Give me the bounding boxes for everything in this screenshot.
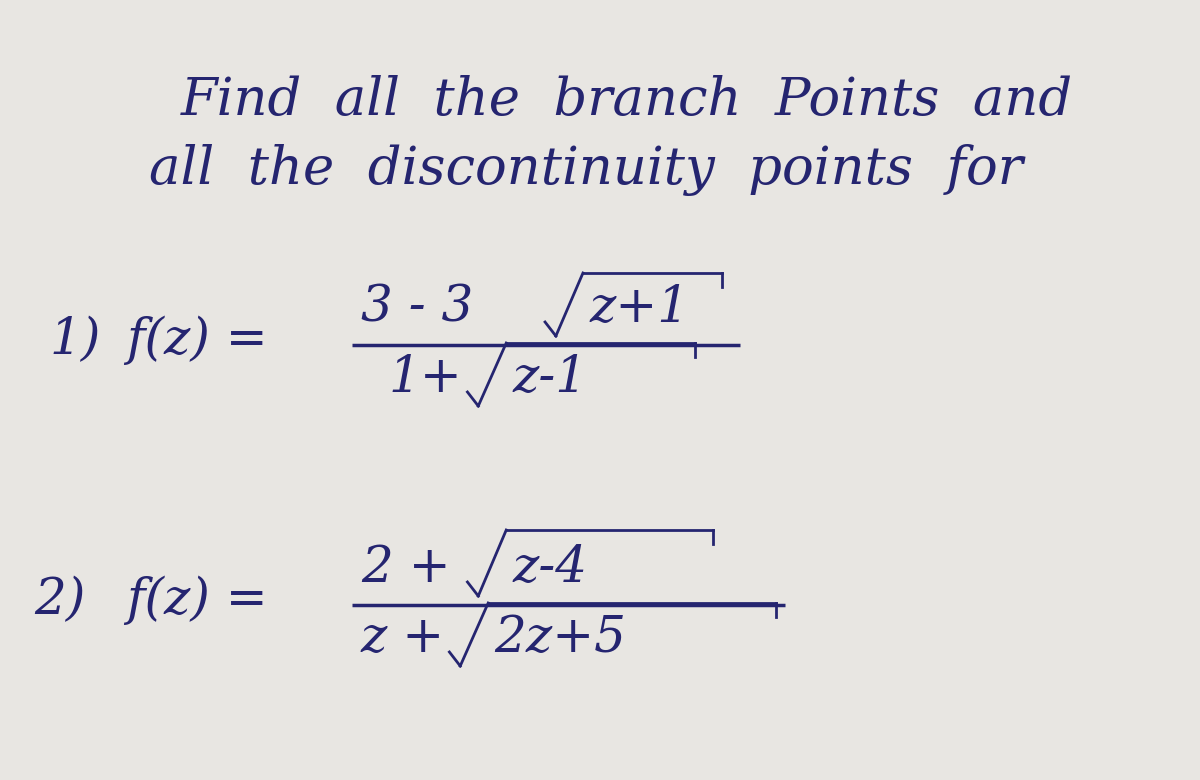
Text: f(z) =: f(z) = [126,315,268,365]
Text: z-1: z-1 [512,353,588,402]
Text: 1): 1) [49,315,101,365]
Text: 2): 2) [35,576,85,625]
Text: 1+: 1+ [388,353,462,402]
Text: 2 +: 2 + [361,544,450,593]
Text: 3 - 3: 3 - 3 [361,283,473,333]
Text: f(z) =: f(z) = [126,576,268,625]
Text: 2z+5: 2z+5 [494,613,626,663]
Text: z +: z + [361,613,445,663]
Text: all  the  discontinuity  points  for: all the discontinuity points for [149,144,1022,196]
Text: z-4: z-4 [512,544,588,593]
Text: z+1: z+1 [589,283,689,333]
Text: Find  all  the  branch  Points  and: Find all the branch Points and [180,75,1073,126]
